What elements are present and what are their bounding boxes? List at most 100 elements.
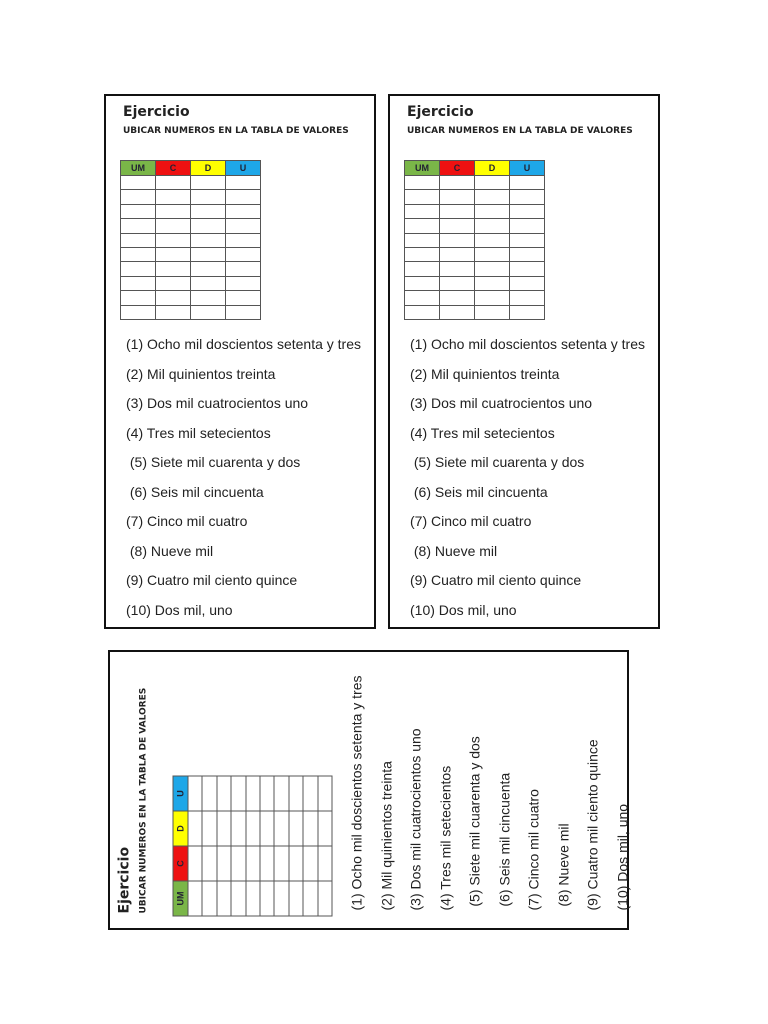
table-cell — [216, 880, 231, 916]
table-cell — [509, 290, 545, 306]
table-header-row: UM C D U — [120, 160, 261, 176]
list-item: (7) Cinco mil cuatro — [126, 513, 248, 529]
worksheet-card-rotated: Ejercicio UBICAR NUMEROS EN LA TABLA DE … — [108, 650, 630, 930]
table-cell — [404, 174, 440, 191]
table-cell — [187, 845, 202, 881]
table-cell — [120, 203, 156, 220]
table-cell — [404, 304, 440, 320]
table-cell — [474, 189, 510, 205]
list-item: (2) Mil quinientos treinta — [377, 760, 394, 910]
list-item: (8) Nueve mil — [554, 822, 571, 910]
table-row — [404, 203, 545, 220]
table-cell — [474, 275, 510, 292]
table-cell — [187, 775, 202, 811]
list-item: (4) Tres mil setecientos — [410, 424, 555, 441]
table-row — [404, 246, 545, 263]
list-item: (4) Tres mil setecientos — [436, 765, 453, 910]
table-row — [230, 775, 246, 916]
table-cell — [190, 290, 226, 306]
table-row — [201, 775, 217, 916]
table-row — [245, 775, 260, 916]
worksheet-card-2: Ejercicio UBICAR NUMEROS EN LA TABLA DE … — [388, 94, 660, 629]
table-cell — [404, 246, 440, 263]
table-row — [317, 775, 332, 916]
list-item: (5) Siete mil cuarenta y dos — [126, 454, 301, 470]
table-cell — [273, 775, 289, 811]
table-cell — [216, 810, 231, 846]
place-value-table: UM C D U — [404, 160, 545, 320]
list-item: (1) Ocho mil doscientos setenta y tres — [410, 336, 645, 352]
list-item: (6) Seis mil cincuenta — [495, 772, 512, 910]
table-cell — [216, 775, 231, 811]
table-cell — [404, 261, 440, 277]
header-u: U — [172, 775, 188, 811]
table-cell — [120, 261, 156, 277]
table-cell — [302, 775, 318, 811]
table-header-row: UM C D U — [404, 160, 545, 176]
table-cell — [439, 218, 475, 234]
table-cell — [288, 845, 303, 881]
table-cell — [155, 203, 191, 220]
table-cell — [302, 810, 318, 846]
list-item: (7) Cinco mil cuatro — [525, 788, 541, 910]
table-cell — [225, 232, 261, 248]
table-row — [404, 275, 545, 292]
table-row — [288, 775, 303, 916]
table-cell — [155, 246, 191, 263]
table-cell — [230, 810, 246, 846]
worksheet-subtitle: UBICAR NUMEROS EN LA TABLA DE VALORES — [138, 687, 148, 913]
header-d: D — [474, 160, 510, 176]
table-row — [120, 275, 261, 292]
header-d: D — [190, 160, 226, 176]
table-cell — [120, 275, 156, 292]
table-cell — [155, 275, 191, 292]
table-cell — [225, 304, 261, 320]
list-item: (6) Seis mil cincuenta — [410, 483, 548, 500]
list-item: (8) Nueve mil — [410, 542, 498, 559]
header-d: D — [172, 810, 188, 846]
table-cell — [155, 218, 191, 234]
table-cell — [245, 775, 260, 811]
table-row — [273, 775, 289, 916]
table-cell — [259, 845, 274, 881]
header-c: C — [155, 160, 191, 176]
table-cell — [439, 174, 475, 191]
table-row — [120, 261, 261, 277]
table-cell — [216, 845, 231, 881]
table-cell — [273, 845, 289, 881]
table-cell — [404, 232, 440, 248]
table-cell — [439, 246, 475, 263]
table-cell — [225, 218, 261, 234]
table-cell — [439, 261, 475, 277]
table-cell — [404, 189, 440, 205]
header-c: C — [439, 160, 475, 176]
list-item: (1) Ocho mil doscientos setenta y tres — [348, 675, 364, 910]
table-cell — [155, 261, 191, 277]
table-cell — [404, 275, 440, 292]
list-item: (1) Ocho mil doscientos setenta y tres — [126, 336, 361, 352]
worksheet-subtitle: UBICAR NUMEROS EN LA TABLA DE VALORES — [123, 126, 349, 136]
table-cell — [120, 246, 156, 263]
table-cell — [201, 880, 217, 916]
table-cell — [439, 232, 475, 248]
list-item: (9) Cuatro mil ciento quince — [410, 572, 582, 588]
table-row — [187, 775, 202, 916]
table-cell — [120, 189, 156, 205]
table-cell — [120, 218, 156, 234]
table-cell — [201, 845, 217, 881]
table-row — [404, 218, 545, 234]
table-cell — [273, 810, 289, 846]
table-cell — [509, 304, 545, 320]
table-cell — [190, 203, 226, 220]
table-cell — [317, 845, 332, 881]
table-row — [404, 174, 545, 191]
header-c: C — [172, 845, 188, 881]
table-cell — [509, 189, 545, 205]
table-cell — [190, 261, 226, 277]
list-item: (10) Dos mil, uno — [126, 601, 233, 618]
table-cell — [509, 232, 545, 248]
table-header-row: UM C D U — [172, 775, 188, 916]
table-cell — [120, 304, 156, 320]
table-row — [259, 775, 274, 916]
list-item: (10) Dos mil, uno — [613, 803, 630, 910]
